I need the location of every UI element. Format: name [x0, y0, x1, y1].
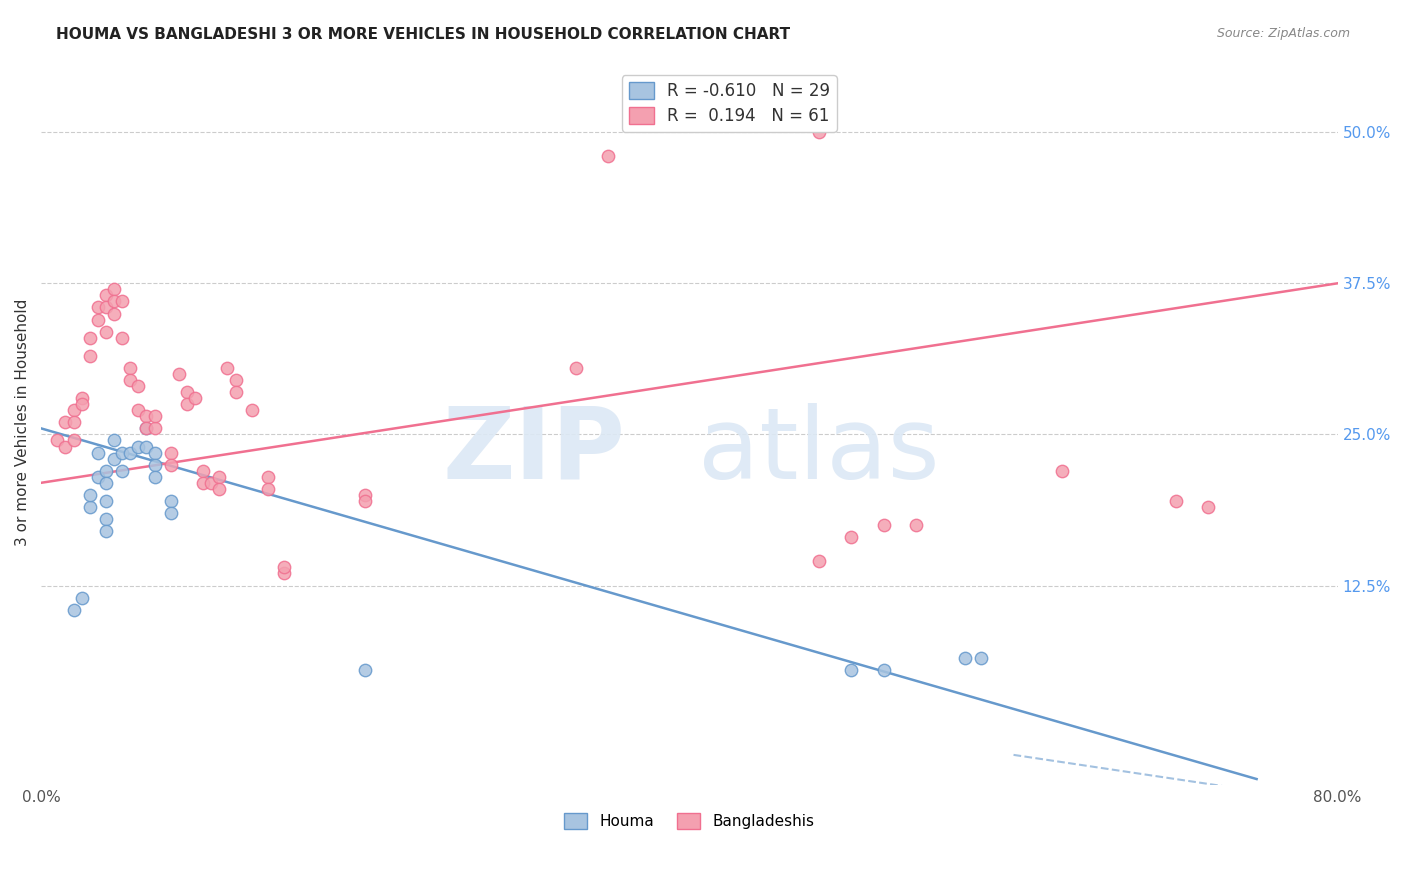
- Point: [103, 451, 125, 466]
- Point: [111, 445, 134, 459]
- Point: [905, 518, 928, 533]
- Point: [143, 469, 166, 483]
- Point: [120, 445, 142, 459]
- Text: Source: ZipAtlas.com: Source: ZipAtlas.com: [1216, 27, 1350, 40]
- Point: [111, 464, 134, 478]
- Point: [273, 560, 295, 574]
- Point: [94, 512, 117, 526]
- Text: atlas: atlas: [699, 403, 939, 500]
- Point: [167, 367, 190, 381]
- Point: [1197, 500, 1219, 514]
- Point: [70, 591, 93, 605]
- Point: [873, 518, 896, 533]
- Point: [103, 294, 125, 309]
- Point: [159, 445, 181, 459]
- Point: [55, 440, 77, 454]
- Point: [176, 385, 198, 400]
- Point: [135, 409, 157, 424]
- Point: [257, 482, 280, 496]
- Point: [159, 494, 181, 508]
- Point: [120, 373, 142, 387]
- Point: [1050, 464, 1073, 478]
- Point: [184, 391, 207, 405]
- Point: [208, 469, 231, 483]
- Point: [135, 440, 157, 454]
- Point: [103, 434, 125, 448]
- Point: [565, 360, 588, 375]
- Point: [159, 506, 181, 520]
- Point: [354, 494, 377, 508]
- Point: [79, 488, 101, 502]
- Point: [94, 494, 117, 508]
- Point: [87, 469, 110, 483]
- Point: [79, 500, 101, 514]
- Point: [808, 125, 831, 139]
- Point: [225, 385, 247, 400]
- Point: [62, 434, 84, 448]
- Point: [257, 469, 280, 483]
- Point: [217, 360, 239, 375]
- Point: [1164, 494, 1187, 508]
- Point: [127, 379, 149, 393]
- Point: [70, 391, 93, 405]
- Point: [62, 403, 84, 417]
- Point: [808, 554, 831, 568]
- Point: [62, 603, 84, 617]
- Point: [103, 306, 125, 320]
- Point: [143, 421, 166, 435]
- Point: [225, 373, 247, 387]
- Text: HOUMA VS BANGLADESHI 3 OR MORE VEHICLES IN HOUSEHOLD CORRELATION CHART: HOUMA VS BANGLADESHI 3 OR MORE VEHICLES …: [56, 27, 790, 42]
- Point: [792, 95, 814, 109]
- Point: [193, 464, 215, 478]
- Point: [662, 113, 685, 128]
- Point: [143, 458, 166, 472]
- Y-axis label: 3 or more Vehicles in Household: 3 or more Vehicles in Household: [15, 299, 30, 546]
- Point: [873, 663, 896, 677]
- Point: [127, 403, 149, 417]
- Point: [354, 663, 377, 677]
- Point: [143, 445, 166, 459]
- Point: [200, 475, 222, 490]
- Point: [103, 282, 125, 296]
- Point: [55, 415, 77, 429]
- Point: [143, 409, 166, 424]
- Point: [94, 301, 117, 315]
- Point: [193, 475, 215, 490]
- Text: ZIP: ZIP: [443, 403, 626, 500]
- Point: [953, 651, 976, 665]
- Point: [208, 482, 231, 496]
- Point: [841, 530, 863, 544]
- Point: [159, 458, 181, 472]
- Point: [94, 325, 117, 339]
- Legend: Houma, Bangladeshis: Houma, Bangladeshis: [558, 807, 821, 836]
- Point: [970, 651, 993, 665]
- Point: [354, 488, 377, 502]
- Point: [94, 524, 117, 538]
- Point: [94, 464, 117, 478]
- Point: [598, 149, 620, 163]
- Point: [240, 403, 263, 417]
- Point: [87, 445, 110, 459]
- Point: [176, 397, 198, 411]
- Point: [127, 440, 149, 454]
- Point: [87, 301, 110, 315]
- Point: [841, 663, 863, 677]
- Point: [135, 421, 157, 435]
- Point: [79, 331, 101, 345]
- Point: [87, 312, 110, 326]
- Point: [94, 288, 117, 302]
- Point: [46, 434, 69, 448]
- Point: [62, 415, 84, 429]
- Point: [273, 566, 295, 581]
- Point: [135, 421, 157, 435]
- Point: [120, 360, 142, 375]
- Point: [79, 349, 101, 363]
- Point: [70, 397, 93, 411]
- Point: [94, 475, 117, 490]
- Point: [111, 294, 134, 309]
- Point: [111, 331, 134, 345]
